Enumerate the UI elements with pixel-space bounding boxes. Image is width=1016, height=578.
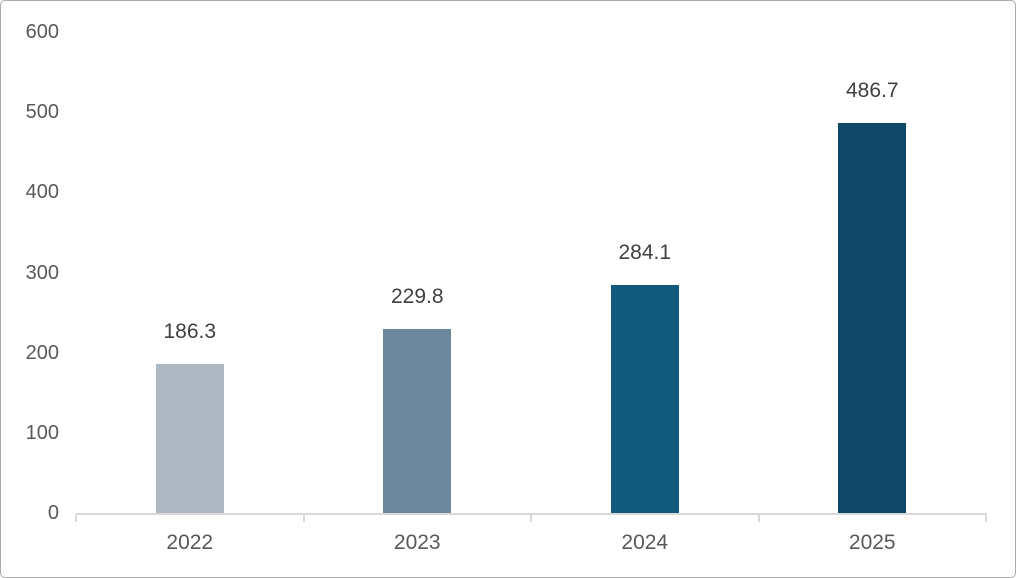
x-axis-tick (985, 515, 987, 522)
x-category-label: 2023 (393, 531, 441, 554)
x-axis-tick (530, 515, 532, 522)
x-axis-tick (75, 515, 77, 522)
y-tick-label: 600 (25, 21, 59, 43)
x-category-label: 2025 (848, 531, 896, 554)
bar-column-2024: 284.1 (531, 32, 759, 513)
y-tick-label: 400 (25, 181, 59, 204)
y-tick-label: 100 (25, 421, 59, 444)
bar-column-2022: 186.3 (76, 32, 304, 513)
y-tick-label: 300 (25, 261, 59, 284)
x-category-label: 2024 (621, 531, 669, 554)
x-axis-line (76, 513, 987, 515)
bar-value-label: 284.1 (618, 241, 672, 264)
plot-area: 186.3 229.8 284.1 486.7 (76, 32, 986, 513)
x-axis-tick (757, 515, 760, 522)
bar-value-label: 486.7 (845, 79, 899, 102)
x-axis-tick (302, 515, 305, 522)
bar-2023 (383, 329, 452, 513)
bar-2022 (155, 364, 224, 513)
bar-column-2025: 486.7 (759, 32, 987, 513)
bar-2024 (610, 285, 679, 513)
bar-2025 (838, 123, 907, 513)
y-tick-label: 200 (25, 341, 59, 364)
bar-column-2023: 229.8 (304, 32, 532, 513)
y-tick-label: 500 (25, 101, 59, 124)
bar-value-label: 186.3 (163, 320, 217, 343)
x-axis-labels: 2022 2023 2024 2025 (76, 524, 986, 562)
x-category-label: 2022 (166, 531, 214, 554)
bar-value-label: 229.8 (390, 285, 444, 308)
y-tick-label: 0 (47, 502, 59, 524)
